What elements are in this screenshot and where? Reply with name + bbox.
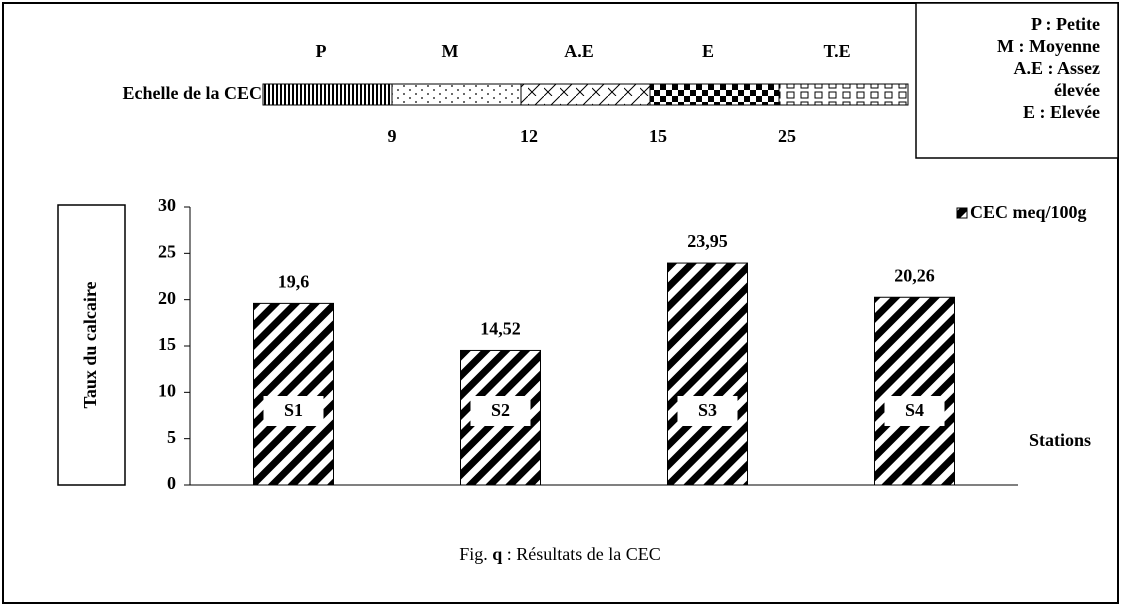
y-tick-label: 15: [158, 334, 176, 354]
y-tick-label: 0: [167, 473, 176, 493]
legend-label: CEC meq/100g: [970, 202, 1087, 222]
x-axis-label: Stations: [1029, 430, 1091, 450]
scale-segment: [649, 83, 780, 106]
value-label: 20,26: [894, 265, 935, 285]
y-tick-label: 5: [167, 427, 176, 447]
scale-class: T.E: [823, 41, 850, 61]
scale-threshold: 15: [649, 126, 667, 146]
value-label: 23,95: [687, 231, 728, 251]
value-label: 19,6: [278, 271, 310, 291]
category-box: [884, 396, 945, 426]
key-line: E : Elevée: [1023, 102, 1100, 122]
category-label: S3: [698, 400, 717, 420]
scale-segment: [262, 83, 393, 106]
y-tick-label: 30: [158, 195, 176, 215]
scale-segment: [391, 83, 522, 106]
y-tick-label: 10: [158, 380, 176, 400]
y-tick-label: 25: [158, 241, 176, 261]
scale-class: A.E: [564, 41, 594, 61]
value-label: 14,52: [480, 319, 521, 339]
scale-label: Echelle de la CEC: [123, 83, 263, 103]
y-tick-label: 20: [158, 288, 176, 308]
scale-threshold: 9: [388, 126, 397, 146]
category-label: S4: [905, 400, 924, 420]
scale-segment: [520, 83, 651, 106]
category-label: S1: [284, 400, 303, 420]
category-box: [677, 396, 738, 426]
scale-segment: [778, 83, 909, 106]
y-axis-label: Taux du calcaire: [80, 281, 100, 408]
bar: [253, 302, 334, 486]
key-line: M : Moyenne: [997, 36, 1100, 56]
scale-threshold: 12: [520, 126, 538, 146]
category-label: S2: [491, 400, 510, 420]
bar: [874, 296, 955, 486]
key-box: [915, 2, 1119, 159]
legend-swatch: [956, 207, 968, 219]
category-box: [263, 396, 324, 426]
scale-class: M: [442, 41, 459, 61]
category-box: [470, 396, 531, 426]
key-line: élevée: [1054, 80, 1100, 100]
caption: Fig. q : Résultats de la CEC: [459, 544, 661, 564]
ylabel-box: [57, 204, 126, 486]
bar: [667, 262, 748, 486]
scale-class: E: [702, 41, 714, 61]
key-line: P : Petite: [1031, 14, 1100, 34]
key-line: A.E : Assez: [1014, 58, 1101, 78]
scale-class: P: [316, 41, 327, 61]
scale-threshold: 25: [778, 126, 796, 146]
